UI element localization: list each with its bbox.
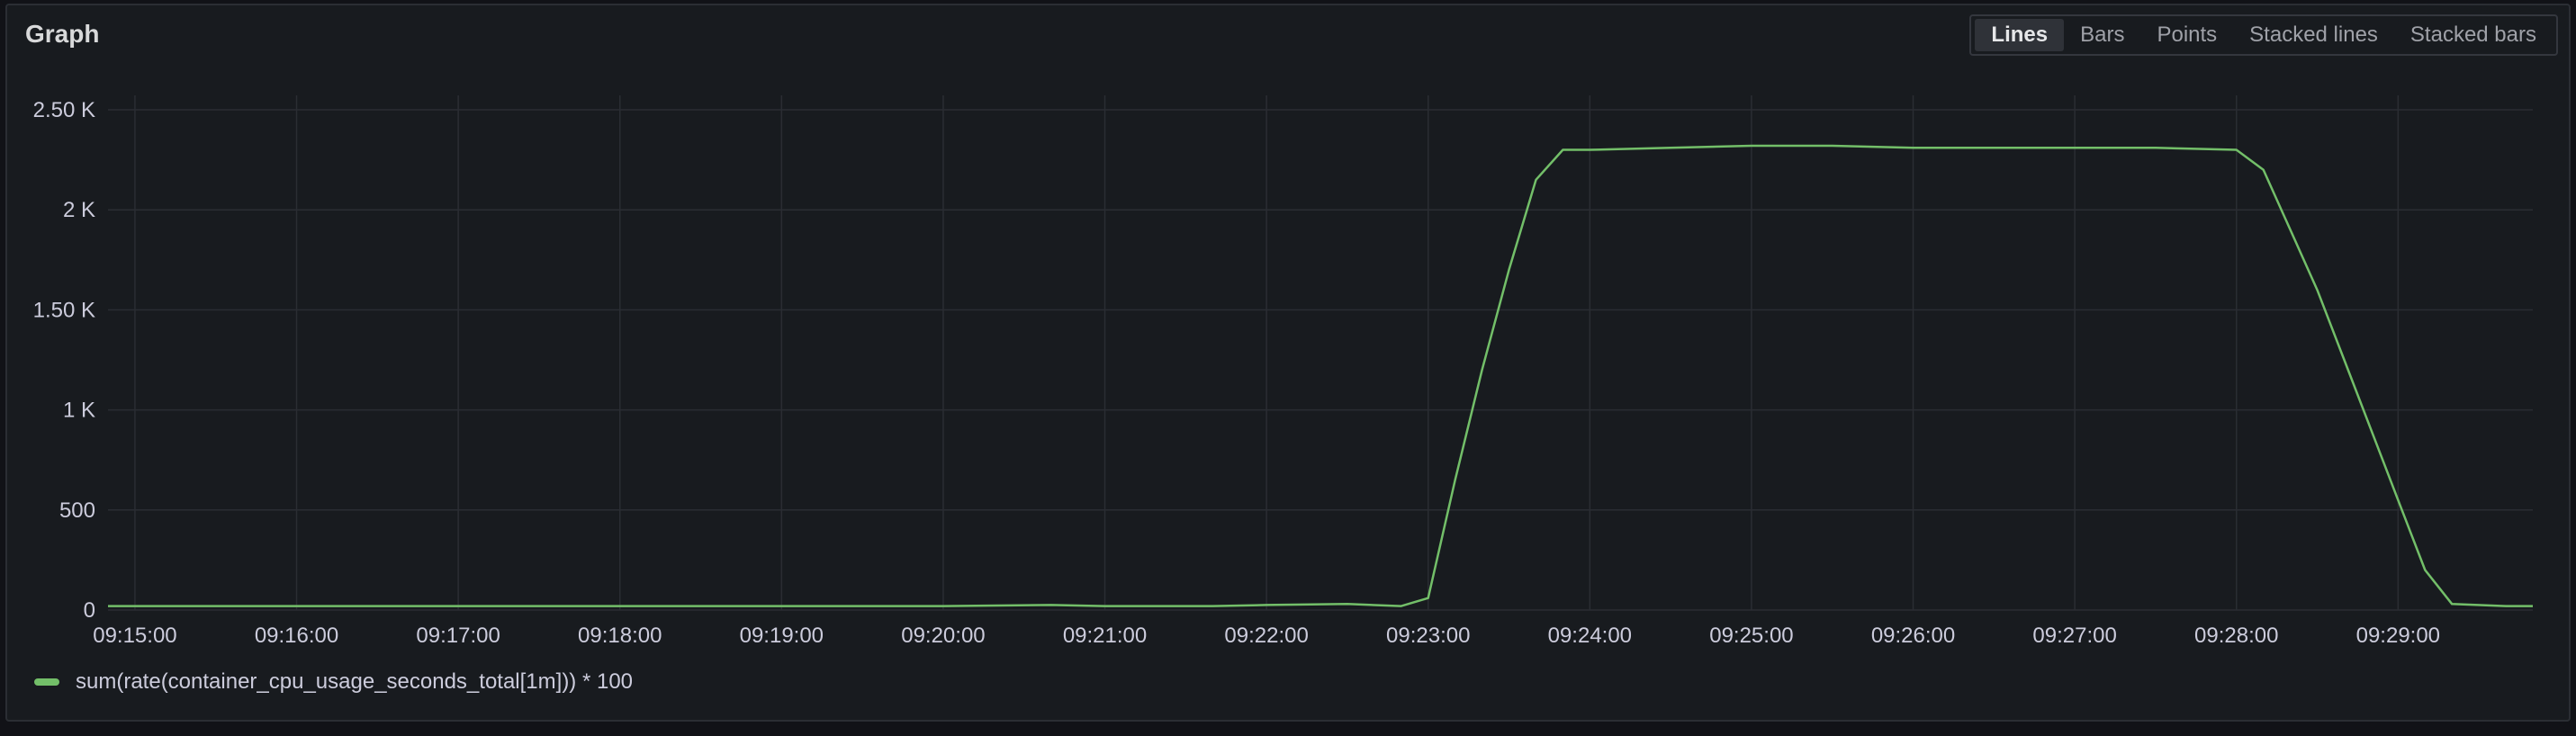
- y-tick-label: 1 K: [63, 399, 95, 423]
- x-tick-label: 09:17:00: [416, 624, 500, 648]
- time-series-chart[interactable]: 0 500 1 K 1.50 K 2 K 2.50 K 09:15:00 09:16:00 09…: [7, 5, 2569, 720]
- y-tick-label: 0: [84, 598, 95, 623]
- x-tick-label: 09:16:00: [255, 624, 338, 648]
- graph-mode-selector: Lines Bars Points Stacked lines Stacked …: [1969, 14, 2558, 56]
- x-tick-label: 09:20:00: [901, 624, 985, 648]
- mode-stacked-bars-button[interactable]: Stacked bars: [2409, 22, 2536, 47]
- mode-bars-button[interactable]: Bars: [2080, 22, 2125, 47]
- x-tick-label: 09:15:00: [93, 624, 176, 648]
- x-tick-label: 09:22:00: [1224, 624, 1308, 648]
- x-tick-label: 09:27:00: [2032, 624, 2116, 648]
- x-tick-label: 09:21:00: [1063, 624, 1147, 648]
- x-tick-label: 09:23:00: [1386, 624, 1470, 648]
- x-tick-label: 09:19:00: [740, 624, 824, 648]
- x-tick-label: 09:28:00: [2194, 624, 2278, 648]
- y-tick-label: 2.50 K: [33, 98, 95, 122]
- mode-lines-button[interactable]: Lines: [1975, 19, 2065, 51]
- y-tick-label: 2 K: [63, 198, 95, 222]
- y-tick-label: 1.50 K: [33, 298, 95, 322]
- x-tick-label: 09:29:00: [2356, 624, 2440, 648]
- y-tick-label: 500: [59, 498, 95, 523]
- x-tick-label: 09:24:00: [1548, 624, 1632, 648]
- x-tick-label: 09:25:00: [1709, 624, 1793, 648]
- graph-panel: Graph Lines Bars Points Stacked lines St…: [5, 4, 2571, 722]
- legend-color-swatch: [34, 678, 59, 686]
- legend-item[interactable]: sum(rate(container_cpu_usage_seconds_tot…: [34, 669, 633, 695]
- panel-title: Graph: [25, 20, 100, 48]
- mode-stacked-lines-button[interactable]: Stacked lines: [2249, 22, 2378, 47]
- x-tick-label: 09:18:00: [578, 624, 662, 648]
- series-line: [108, 144, 2533, 607]
- x-tick-label: 09:26:00: [1871, 624, 1955, 648]
- mode-points-button[interactable]: Points: [2157, 22, 2218, 47]
- legend-series-label: sum(rate(container_cpu_usage_seconds_tot…: [76, 669, 634, 694]
